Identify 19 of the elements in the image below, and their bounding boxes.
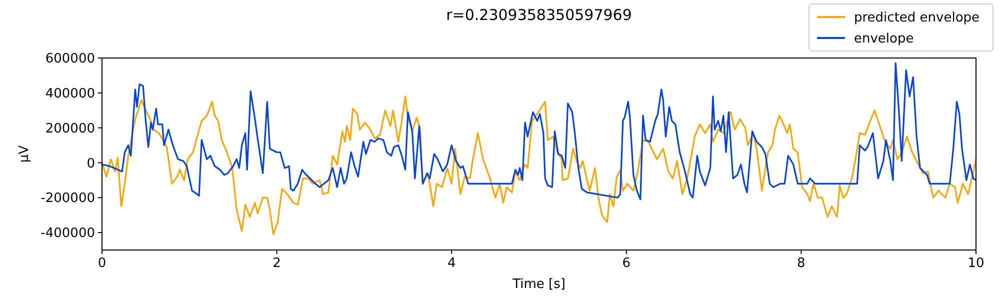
- y-tick-label: 600000: [45, 52, 95, 67]
- line-series: [102, 62, 976, 200]
- x-tick-label: 8: [797, 256, 806, 271]
- legend-label: envelope: [854, 32, 914, 47]
- y-tick-label: -200000: [40, 191, 95, 206]
- line-series: [102, 96, 976, 236]
- y-tick-label: 400000: [45, 86, 95, 102]
- chart-title: r=0.2309358350597969: [446, 6, 632, 24]
- legend-label: predicted envelope: [854, 10, 980, 26]
- x-axis-title: Time [s]: [512, 277, 566, 292]
- y-tick-label: 200000: [45, 121, 95, 136]
- y-tick-label: -400000: [40, 226, 95, 242]
- x-tick-label: 2: [272, 256, 281, 271]
- x-tick-label: 10: [968, 256, 984, 271]
- x-tick-label: 0: [98, 256, 106, 271]
- y-axis-title: µV: [17, 145, 32, 163]
- y-tick-label: 0: [86, 156, 95, 172]
- x-tick-label: 4: [447, 256, 456, 271]
- x-tick-label: 6: [622, 256, 631, 271]
